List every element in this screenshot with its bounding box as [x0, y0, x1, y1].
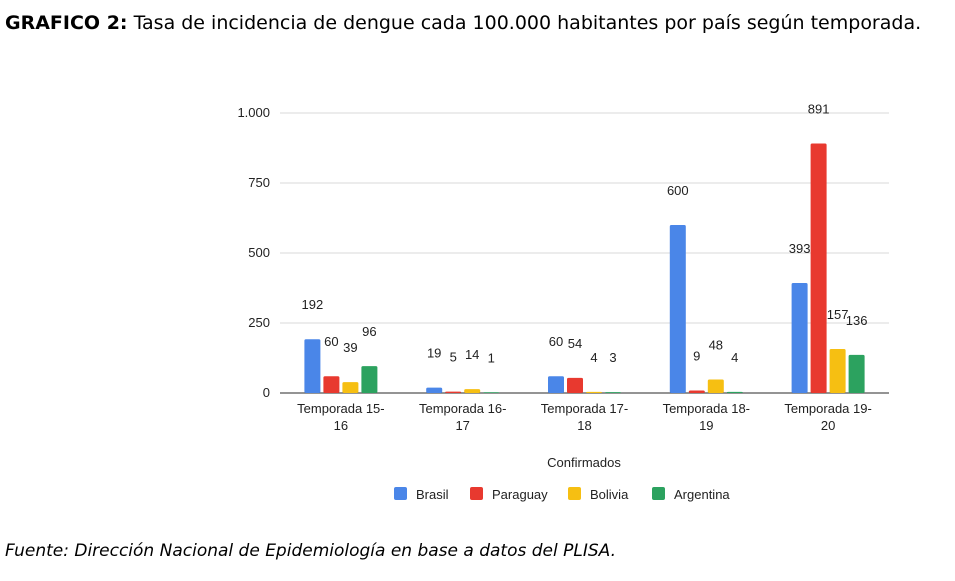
y-tick-label: 750: [248, 175, 270, 190]
title-text: Tasa de incidencia de dengue cada 100.00…: [133, 12, 922, 34]
bar-bolivia: [829, 349, 846, 393]
data-label: 4: [590, 350, 597, 365]
bar-paraguay: [567, 377, 583, 393]
title-prefix: GRAFICO 2:: [5, 12, 128, 34]
bar-paraguay: [323, 376, 340, 393]
bar-argentina: [361, 366, 378, 393]
bar-brasil: [669, 225, 686, 393]
legend-label-paraguay: Paraguay: [492, 487, 548, 502]
source-note: Fuente: Dirección Nacional de Epidemiolo…: [5, 541, 617, 561]
bar-paraguay: [810, 143, 827, 393]
x-category-label: Temporada 17-18: [541, 401, 628, 433]
bar-paraguay: [688, 390, 705, 393]
y-tick-label: 250: [248, 315, 270, 330]
data-label: 393: [789, 241, 811, 256]
data-label: 54: [568, 336, 582, 351]
data-label: 192: [302, 297, 324, 312]
gridlines: [280, 112, 889, 394]
data-label: 4: [731, 350, 738, 365]
data-label: 3: [609, 350, 616, 365]
x-axis-title: Confirmados: [547, 455, 621, 470]
bar-argentina: [605, 392, 621, 393]
chart-title: GRAFICO 2: Tasa de incidencia de dengue …: [5, 12, 921, 34]
data-label: 1: [488, 351, 495, 366]
legend-label-brasil: Brasil: [416, 487, 449, 502]
bar-paraguay: [445, 391, 462, 393]
data-label: 48: [709, 338, 723, 353]
y-tick-label: 500: [248, 245, 270, 260]
legend-swatch-paraguay: [470, 487, 483, 500]
data-label: 157: [827, 307, 849, 322]
legend-swatch-argentina: [652, 487, 665, 500]
bar-bolivia: [464, 389, 481, 393]
data-label: 96: [362, 324, 376, 339]
data-label: 9: [693, 348, 700, 363]
x-category-label: Temporada 15-16: [297, 401, 384, 433]
data-label: 5: [450, 350, 457, 365]
y-tick-label: 1.000: [237, 105, 270, 120]
y-axis-ticks: 0 250 500 750 1.000: [237, 105, 270, 400]
data-label: 39: [343, 340, 357, 355]
bar-bolivia: [707, 379, 724, 393]
bar-bolivia: [586, 391, 602, 393]
x-category-label: Temporada 16-17: [419, 401, 506, 433]
legend-swatch-brasil: [394, 487, 407, 500]
bar-argentina: [483, 392, 500, 393]
bar-argentina: [726, 391, 743, 393]
data-label: 19: [427, 346, 441, 361]
data-label: 14: [465, 347, 479, 362]
x-category-label: Temporada 19-20: [784, 401, 871, 433]
data-label: 60: [549, 334, 563, 349]
bar-brasil: [548, 376, 564, 393]
bar-brasil: [426, 387, 443, 393]
legend-label-bolivia: Bolivia: [590, 487, 629, 502]
legend: Brasil Paraguay Bolivia Argentina: [394, 487, 730, 502]
y-tick-label: 0: [263, 385, 270, 400]
data-label: 600: [667, 183, 689, 198]
bar-brasil: [304, 339, 321, 393]
legend-swatch-bolivia: [568, 487, 581, 500]
x-category-label: Temporada 18-19: [663, 401, 750, 433]
bar-argentina: [848, 354, 865, 393]
bar-bolivia: [342, 382, 359, 393]
bar-brasil: [791, 282, 808, 393]
x-axis-categories: Temporada 15-16 Temporada 16-17 Temporada …: [297, 401, 872, 433]
data-label: 891: [808, 102, 830, 117]
legend-label-argentina: Argentina: [674, 487, 730, 502]
data-label: 60: [324, 334, 338, 349]
bars: [304, 143, 865, 393]
data-label: 136: [846, 313, 868, 328]
